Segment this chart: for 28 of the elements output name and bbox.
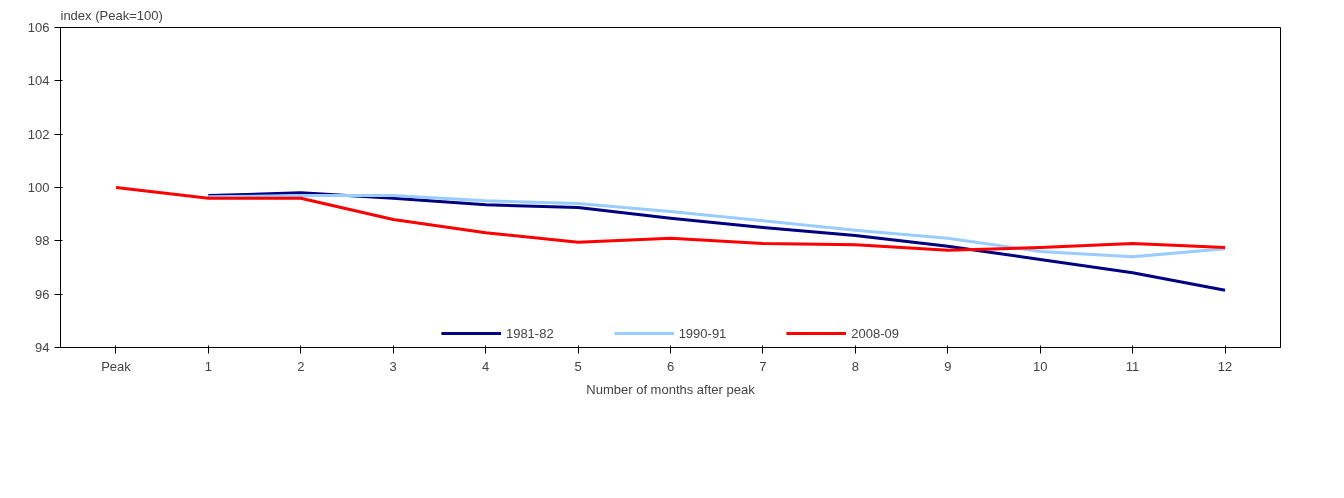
y-tick-label: 104 bbox=[27, 73, 50, 89]
x-tick-label: 9 bbox=[944, 358, 952, 374]
y-tick-label: 96 bbox=[35, 286, 50, 302]
y-tick-label: 106 bbox=[27, 20, 50, 35]
legend-label: 1981-82 bbox=[505, 325, 554, 341]
x-tick-label: 6 bbox=[666, 358, 675, 374]
line-series bbox=[206, 194, 1227, 259]
x-tick-label: 7 bbox=[759, 358, 767, 374]
x-tick-label: 1 bbox=[204, 358, 212, 374]
y-tick-label: 100 bbox=[27, 180, 50, 195]
y-tick-label: 94 bbox=[35, 340, 50, 355]
x-tick-label: 5 bbox=[574, 358, 582, 374]
y-tick-label: 98 bbox=[35, 233, 50, 249]
legend-label: 1990-91 bbox=[678, 325, 727, 341]
x-tick-label: 8 bbox=[851, 358, 859, 374]
x-tick-label: 12 bbox=[1217, 358, 1233, 374]
line-series bbox=[206, 191, 1227, 292]
x-tick-label: 10 bbox=[1032, 358, 1048, 374]
y-axis-title: index (Peak=100) bbox=[60, 7, 163, 23]
x-axis-title: Number of months after peak bbox=[586, 381, 756, 397]
x-tick-label: 11 bbox=[1125, 358, 1140, 374]
x-tick-label: 4 bbox=[482, 358, 490, 374]
x-tick-label: 3 bbox=[389, 358, 397, 374]
legend-label: 2008-09 bbox=[851, 325, 900, 341]
y-tick-label: 102 bbox=[27, 126, 50, 142]
x-tick-label: Peak bbox=[101, 358, 132, 374]
line-series bbox=[114, 186, 1227, 252]
x-tick-label: 2 bbox=[297, 358, 305, 374]
